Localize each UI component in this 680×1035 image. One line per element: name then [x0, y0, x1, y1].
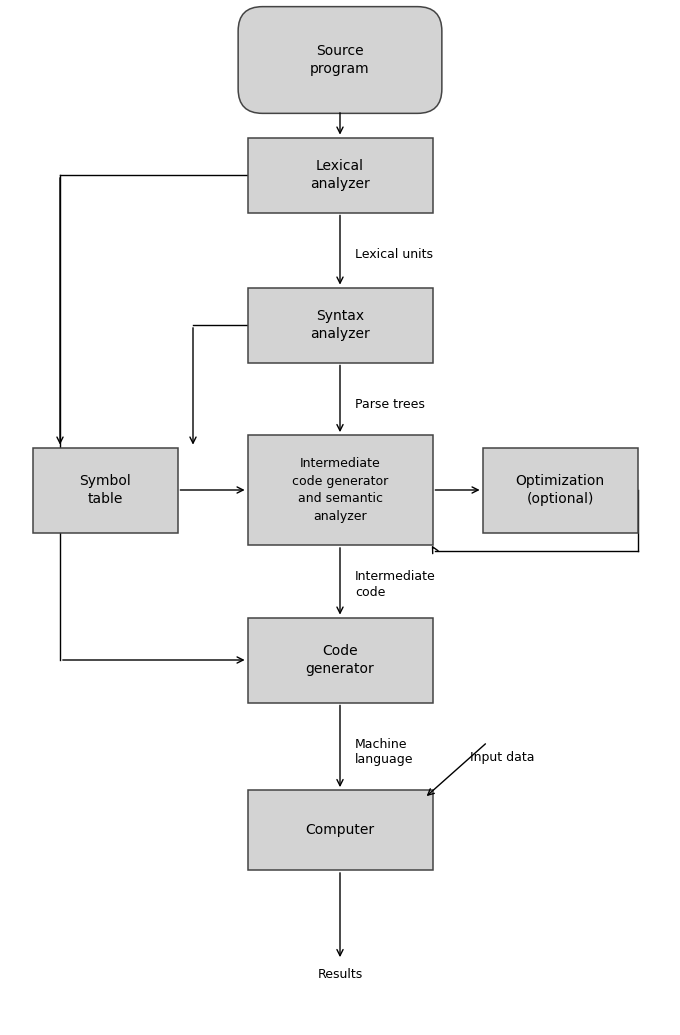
FancyBboxPatch shape: [33, 447, 177, 532]
FancyBboxPatch shape: [238, 6, 442, 114]
Text: Syntax
analyzer: Syntax analyzer: [310, 308, 370, 342]
Text: Results: Results: [318, 969, 362, 981]
Text: Intermediate
code: Intermediate code: [355, 570, 436, 599]
Text: Optimization
(optional): Optimization (optional): [515, 474, 605, 506]
Text: Machine
language: Machine language: [355, 738, 413, 767]
Text: Symbol
table: Symbol table: [79, 474, 131, 506]
Text: Computer: Computer: [305, 823, 375, 837]
FancyBboxPatch shape: [248, 618, 432, 703]
FancyBboxPatch shape: [248, 138, 432, 212]
Text: Lexical units: Lexical units: [355, 248, 433, 262]
Text: Code
generator: Code generator: [305, 644, 375, 677]
Text: Input data: Input data: [470, 751, 534, 765]
FancyBboxPatch shape: [248, 790, 432, 870]
Text: Source
program: Source program: [310, 43, 370, 77]
Text: Intermediate
code generator
and semantic
analyzer: Intermediate code generator and semantic…: [292, 457, 388, 523]
Text: Parse trees: Parse trees: [355, 398, 425, 412]
FancyBboxPatch shape: [248, 435, 432, 545]
FancyBboxPatch shape: [248, 288, 432, 362]
Text: Lexical
analyzer: Lexical analyzer: [310, 158, 370, 191]
FancyBboxPatch shape: [483, 447, 638, 532]
